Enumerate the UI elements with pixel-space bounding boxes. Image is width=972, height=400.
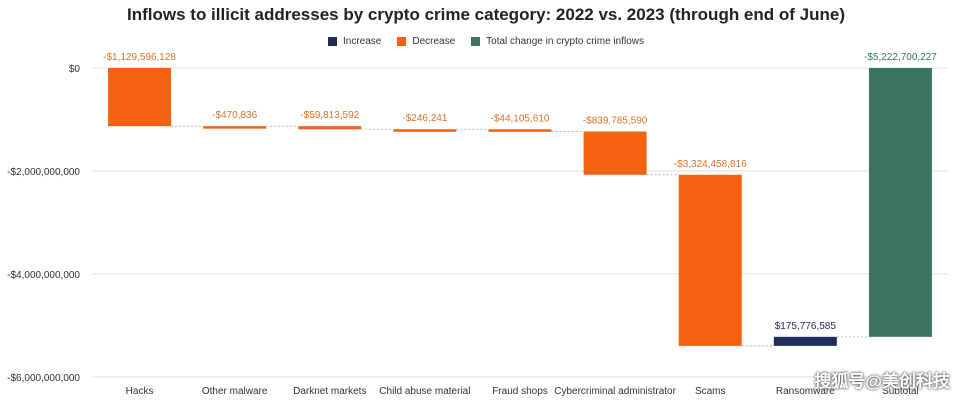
chart-title: Inflows to illicit addresses by crypto c… [127, 5, 845, 24]
legend-item-increase: Increase [327, 36, 382, 47]
data-label-2: -$59,813,592 [300, 110, 359, 121]
x-category-label-3: Child abuse material [379, 386, 470, 397]
y-tick-label-0: $0 [69, 64, 81, 75]
x-category-label-5: Cybercriminal administrator [554, 386, 676, 397]
data-label-4: -$44,105,610 [491, 113, 550, 124]
x-category-label-1: Other malware [202, 386, 268, 397]
x-category-label-7: Ransomware [776, 386, 835, 397]
bar-cybercriminal-administrator [583, 131, 647, 175]
data-label-3: -$246,241 [402, 113, 447, 124]
bar-ransomware [773, 336, 837, 346]
legend-item-decrease: Decrease [397, 36, 455, 47]
data-label-7: $175,776,585 [775, 321, 837, 332]
x-category-label-0: Hacks [126, 386, 154, 397]
legend-swatch-decrease [397, 37, 407, 46]
bar-darknet-markets [298, 126, 362, 130]
bar-child-abuse-material [393, 129, 457, 132]
data-label-1: -$470,836 [212, 110, 257, 121]
legend-swatch-total [471, 37, 481, 46]
bar-fraud-shops [488, 129, 552, 132]
bar-hacks [108, 68, 172, 127]
x-category-label-8: Subtotal [882, 386, 919, 397]
y-tick-label-3: -$6,000,000,000 [7, 373, 80, 384]
bar-other-malware [203, 126, 267, 129]
bar-subtotal [868, 68, 932, 337]
x-category-label-4: Fraud shops [492, 386, 548, 397]
x-category-label-2: Darknet markets [293, 386, 366, 397]
bar-scams [678, 174, 742, 346]
y-tick-label-2: -$4,000,000,000 [7, 270, 80, 281]
x-category-label-6: Scams [695, 386, 726, 397]
legend-label-total: Total change in crypto crime inflows [486, 36, 645, 47]
legend-swatch-increase [327, 37, 337, 46]
data-label-6: -$3,324,458,816 [674, 159, 747, 170]
data-label-5: -$839,785,590 [583, 116, 648, 127]
legend-label-decrease: Decrease [412, 36, 456, 47]
y-tick-label-1: -$2,000,000,000 [7, 167, 80, 178]
data-label-0: -$1,129,596,128 [103, 52, 176, 63]
data-label-8: -$5,222,700,227 [864, 52, 937, 63]
chart-legend: Increase Decrease Total change in crypto… [0, 36, 972, 47]
watermark-text: 搜狐号@美创科技 [814, 372, 950, 391]
legend-label-increase: Increase [342, 36, 382, 47]
legend-item-total: Total change in crypto crime inflows [471, 36, 644, 47]
